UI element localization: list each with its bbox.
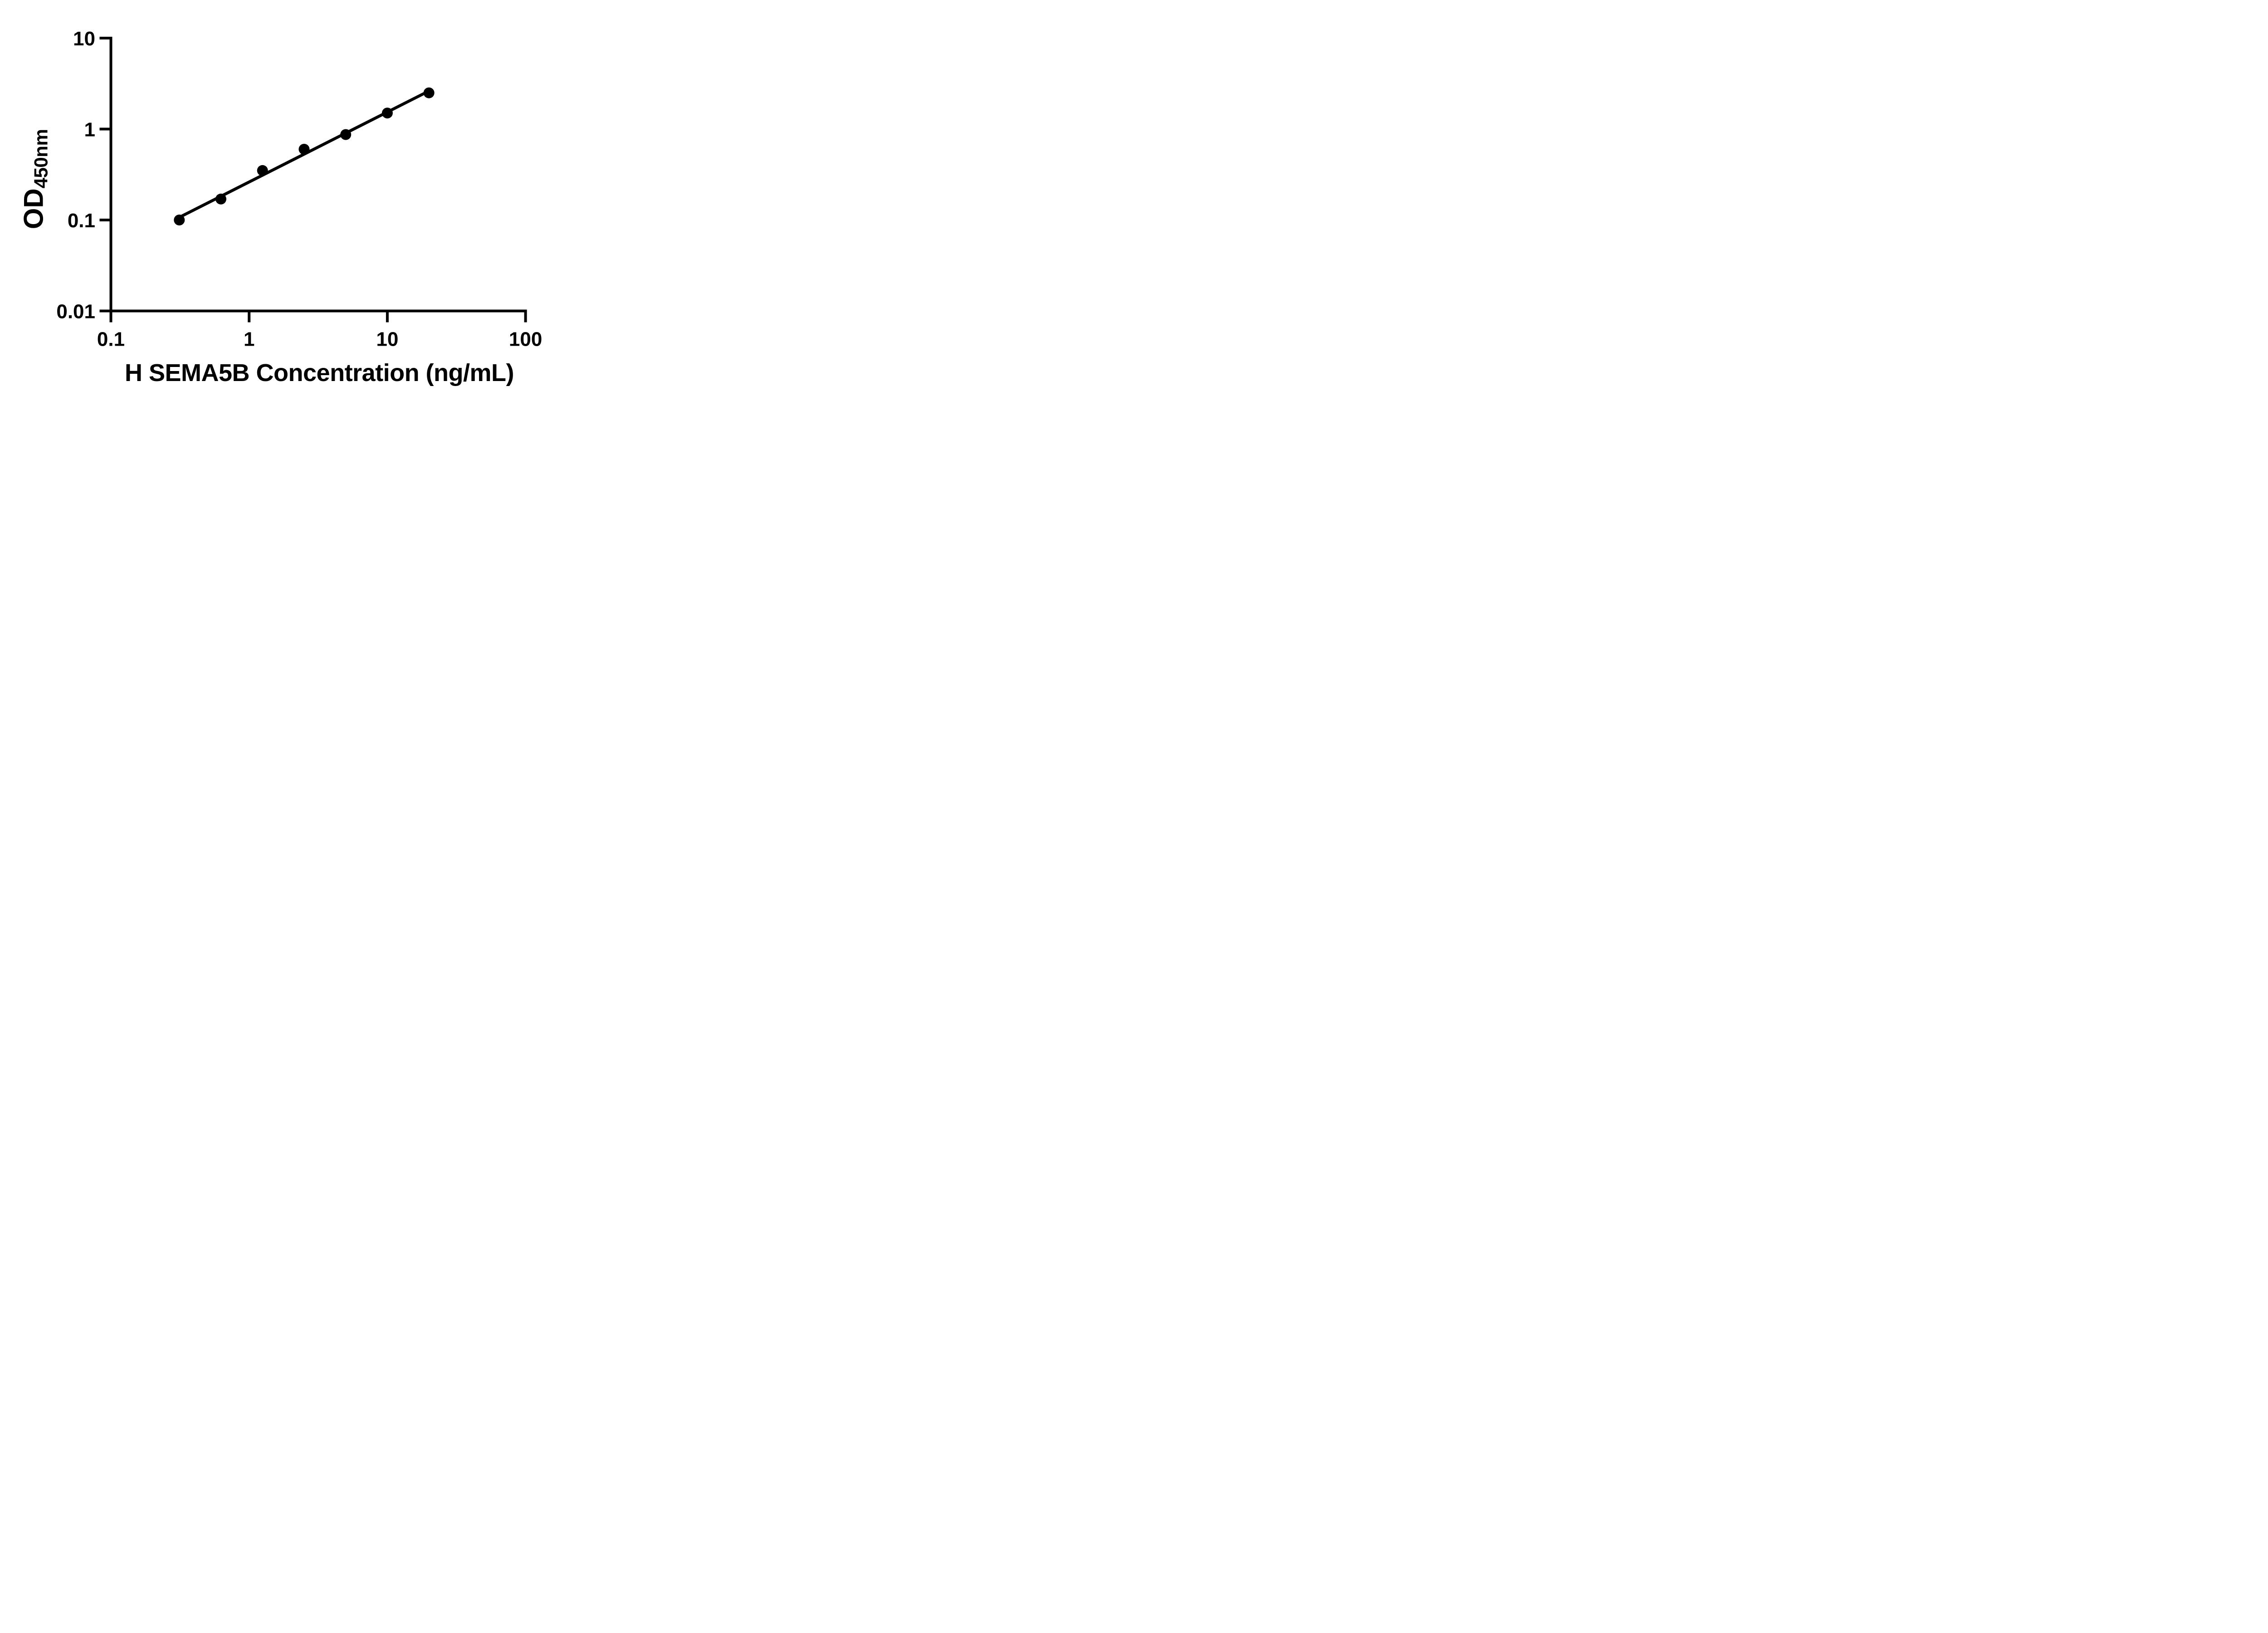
data-point — [298, 143, 310, 155]
y-tick-label: 1 — [84, 119, 95, 141]
y-tick-label: 0.01 — [56, 301, 95, 323]
x-tick-label: 100 — [509, 328, 542, 351]
data-point — [215, 193, 227, 205]
x-axis-title: H SEMA5B Concentration (ng/mL) — [125, 359, 514, 387]
elisa-standard-curve-figure: 0.1 1 10 100 0.01 0.1 1 10 H SEMA5B Concentrati… — [0, 0, 582, 408]
x-axis-title-text: H SEMA5B Concentration (ng/mL) — [125, 359, 514, 386]
y-tick-label: 10 — [73, 28, 95, 50]
data-point — [381, 108, 393, 119]
y-axis-title-subscript: 450nm — [30, 129, 52, 189]
data-point — [340, 129, 352, 140]
data-point — [257, 165, 268, 176]
x-tick-label: 0.1 — [97, 328, 125, 351]
x-tick-label: 1 — [244, 328, 254, 351]
data-point — [174, 215, 185, 225]
y-axis-title-main: OD — [18, 188, 49, 230]
y-axis-title: OD450nm — [18, 129, 52, 230]
y-tick-label: 0.1 — [68, 210, 95, 232]
x-tick-label: 10 — [376, 328, 398, 351]
data-point — [423, 87, 435, 98]
